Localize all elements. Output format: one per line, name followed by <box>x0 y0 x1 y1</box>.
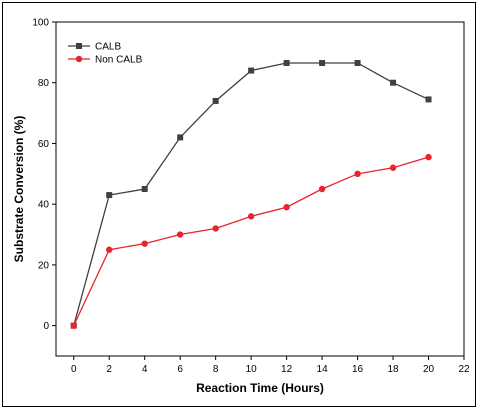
data-point <box>70 322 77 329</box>
legend-marker <box>75 55 83 63</box>
x-tick-label: 8 <box>213 364 219 375</box>
x-tick-label: 12 <box>281 364 293 375</box>
x-axis-title: Reaction Time (Hours) <box>196 381 324 395</box>
data-point <box>177 134 184 141</box>
legend-marker <box>76 43 82 49</box>
data-point <box>283 59 290 66</box>
y-tick-label: 60 <box>38 139 50 150</box>
x-tick-label: 0 <box>71 364 77 375</box>
data-point <box>390 79 397 86</box>
x-tick-label: 20 <box>423 364 435 375</box>
x-tick-label: 10 <box>246 364 258 375</box>
legend-label: Non CALB <box>95 55 143 66</box>
y-tick-label: 40 <box>38 200 50 211</box>
data-point <box>318 185 326 193</box>
data-point <box>319 59 326 66</box>
legend: CALB Non CALB <box>68 42 143 66</box>
data-point <box>425 153 432 161</box>
series-line-2 <box>73 156 429 326</box>
x-tick-label: 2 <box>106 364 112 375</box>
data-point <box>106 246 113 253</box>
y-tick-label: 80 <box>38 78 50 89</box>
plot-border <box>55 21 465 357</box>
data-point <box>283 204 290 211</box>
chart-frame <box>2 2 476 407</box>
x-tick-label: 4 <box>142 364 148 375</box>
x-tick-label: 22 <box>458 364 470 375</box>
x-tick-label: 18 <box>387 364 399 375</box>
plot-area: 0 2 4 6 8 10 12 14 16 18 20 22 0 20 40 60 80 100 <box>32 18 470 376</box>
data-point <box>354 59 361 66</box>
data-point <box>212 97 219 104</box>
x-tick-label: 6 <box>177 364 183 375</box>
series-line-1 <box>73 62 429 326</box>
data-point <box>141 186 148 192</box>
data-point <box>247 213 255 220</box>
y-tick-label: 100 <box>32 18 49 29</box>
data-point <box>176 231 184 238</box>
y-axis-title: Substrate Conversion (%) <box>12 116 26 263</box>
y-tick-label: 20 <box>38 260 50 271</box>
x-tick-label: 16 <box>352 364 364 375</box>
y-tick-label: 0 <box>43 321 49 332</box>
data-point <box>354 170 361 178</box>
data-point <box>106 192 113 199</box>
x-tick-label: 14 <box>317 364 329 375</box>
data-point <box>212 225 219 232</box>
data-point <box>141 240 148 247</box>
data-point <box>425 96 432 103</box>
legend-label: CALB <box>95 42 121 53</box>
data-point <box>389 164 397 171</box>
data-point <box>248 67 255 74</box>
